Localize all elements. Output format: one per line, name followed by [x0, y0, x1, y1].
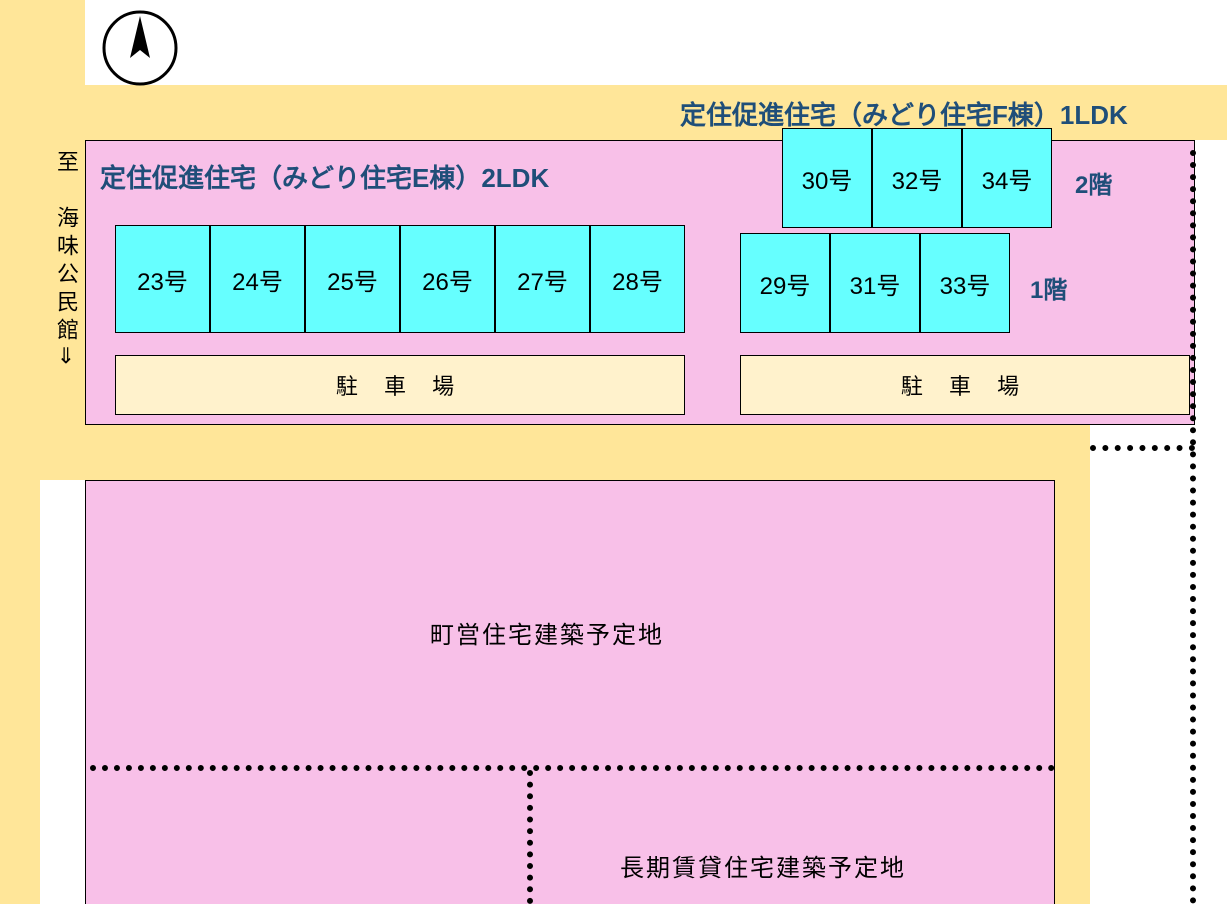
- unit-31: 31号: [830, 233, 920, 333]
- unit-label: 27号: [517, 262, 568, 297]
- road-destination-label: 至 海味公民館⇒: [50, 150, 82, 370]
- unit-label: 26号: [422, 262, 473, 297]
- parking-label: 駐 車 場: [336, 369, 464, 401]
- road-horizontal-mid: [0, 425, 1060, 480]
- unit-25: 25号: [305, 225, 400, 333]
- unit-label: 31号: [850, 266, 901, 301]
- building-f-title: 定住促進住宅（みどり住宅F棟）1LDK: [680, 95, 1128, 132]
- unit-34: 34号: [962, 128, 1052, 228]
- unit-label: 23号: [137, 262, 188, 297]
- unit-27: 27号: [495, 225, 590, 333]
- unit-24: 24号: [210, 225, 305, 333]
- floor-1-label: 1階: [1030, 270, 1067, 305]
- unit-label: 29号: [760, 266, 811, 301]
- planned-site-1-label: 町営住宅建築予定地: [430, 615, 664, 650]
- unit-label: 30号: [802, 161, 853, 196]
- road-vertical-left-outer: [0, 0, 40, 904]
- boundary-dashed-v-right: [1190, 150, 1196, 904]
- parking-lot-e: 駐 車 場: [115, 355, 685, 415]
- unit-label: 28号: [612, 262, 663, 297]
- parking-lot-f: 駐 車 場: [740, 355, 1190, 415]
- unit-label: 33号: [940, 266, 991, 301]
- floor-2-label: 2階: [1075, 165, 1112, 200]
- unit-28: 28号: [590, 225, 685, 333]
- unit-label: 32号: [892, 161, 943, 196]
- parking-label: 駐 車 場: [901, 369, 1029, 401]
- planned-site-2-label: 長期賃貸住宅建築予定地: [620, 848, 906, 883]
- unit-33: 33号: [920, 233, 1010, 333]
- boundary-dashed-h-lower: [90, 765, 1055, 771]
- unit-29: 29号: [740, 233, 830, 333]
- unit-32: 32号: [872, 128, 962, 228]
- unit-label: 34号: [982, 161, 1033, 196]
- unit-label: 24号: [232, 262, 283, 297]
- road-vertical-right: [1055, 425, 1090, 904]
- boundary-dashed-v-center: [527, 770, 533, 904]
- building-e-title: 定住促進住宅（みどり住宅E棟）2LDK: [100, 158, 549, 195]
- compass-icon: [100, 8, 180, 88]
- boundary-dashed-h-right: [1090, 445, 1195, 451]
- unit-26: 26号: [400, 225, 495, 333]
- unit-30: 30号: [782, 128, 872, 228]
- housing-block-bottom: [85, 480, 1055, 904]
- unit-label: 25号: [327, 262, 378, 297]
- unit-23: 23号: [115, 225, 210, 333]
- site-map: 至 海味公民館⇒ 定住促進住宅（みどり住宅E棟）2LDK 定住促進住宅（みどり住…: [0, 0, 1227, 904]
